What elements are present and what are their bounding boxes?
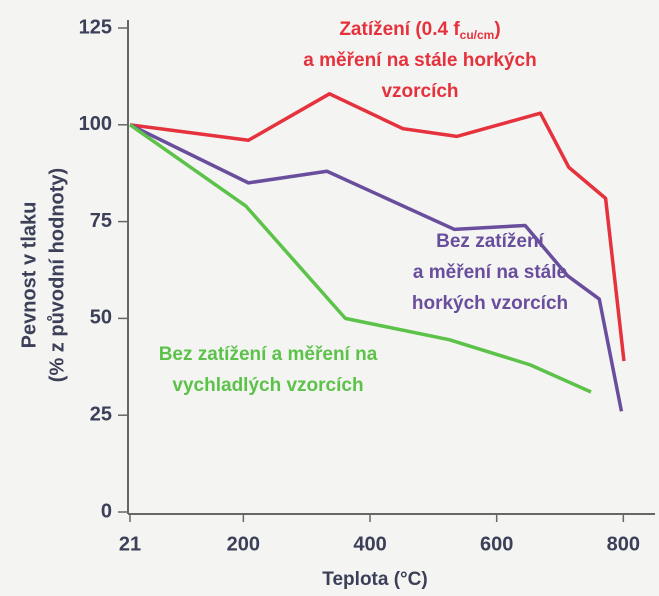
series-label: a měření na stále horkých bbox=[303, 50, 536, 71]
line bbox=[128, 123, 592, 394]
series-label: vychladlých vzorcích bbox=[172, 375, 363, 396]
x-tick-label: 400 bbox=[353, 533, 386, 555]
y-tick-label: 100 bbox=[79, 113, 112, 135]
series-label-part: cu/cm bbox=[460, 28, 495, 42]
series-label: Zatížení (0.4 fcu/cm) bbox=[339, 19, 500, 42]
x-tick-label: 600 bbox=[480, 533, 513, 555]
series-label-part: Zatížení (0.4 f bbox=[339, 19, 460, 40]
y-axis-label: (% z původní hodnoty) bbox=[46, 168, 68, 382]
y-axis-label: Pevnost v tlaku bbox=[18, 202, 40, 349]
y-tick-label: 50 bbox=[90, 307, 112, 329]
series-label: a měření na stále bbox=[413, 262, 567, 283]
series-label-part: Bez zatížení bbox=[436, 231, 544, 252]
y-tick-label: 25 bbox=[90, 403, 112, 425]
x-tick-label: 21 bbox=[119, 533, 141, 555]
series-label: Bez zatížení a měření na bbox=[159, 344, 378, 365]
y-tick-label: 75 bbox=[90, 210, 112, 232]
y-tick-label: 0 bbox=[101, 500, 112, 522]
x-tick-label: 200 bbox=[227, 533, 260, 555]
line bbox=[129, 123, 624, 412]
series-label-part: a měření na stále bbox=[413, 262, 567, 283]
series-label-part: Bez zatížení a měření na bbox=[159, 344, 378, 365]
x-tick-label: 800 bbox=[607, 533, 640, 555]
series-label-part: horkých vzorcích bbox=[412, 293, 568, 314]
series-label: vzorcích bbox=[381, 81, 458, 102]
series-label-part: ) bbox=[494, 19, 500, 40]
series-label: Bez zatížení bbox=[436, 231, 544, 252]
y-tick-label: 125 bbox=[79, 16, 112, 38]
x-axis-label: Teplota (°C) bbox=[322, 569, 427, 590]
series-label-part: vychladlých vzorcích bbox=[172, 375, 363, 396]
series-label-part: vzorcích bbox=[381, 81, 458, 102]
series-label-part: a měření na stále horkých bbox=[303, 50, 536, 71]
series-label: horkých vzorcích bbox=[412, 293, 568, 314]
line bbox=[129, 92, 626, 362]
